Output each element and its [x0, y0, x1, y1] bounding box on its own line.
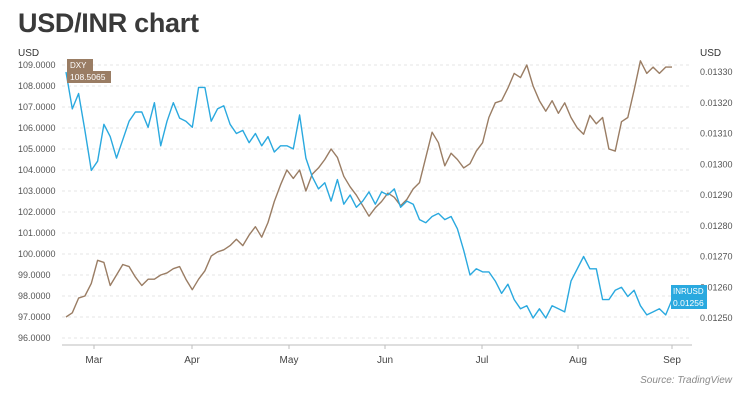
left-tick-label: 99.0000 [18, 270, 51, 280]
x-tick-label: Apr [184, 355, 200, 366]
inrusd-value-tag [671, 297, 707, 309]
x-tick-label: Jul [476, 355, 489, 366]
series-line-inrusd [65, 71, 673, 319]
left-tick-label: 96.0000 [18, 333, 51, 343]
right-tick-label: 0.01280 [700, 221, 733, 231]
x-tick-label: May [280, 355, 299, 366]
right-tick-label: 0.01250 [700, 313, 733, 323]
inrusd-name-tag [671, 285, 707, 297]
x-tick-label: Aug [569, 355, 587, 366]
left-tick-label: 98.0000 [18, 291, 51, 301]
right-tick-label: 0.01290 [700, 190, 733, 200]
x-tick-label: Mar [85, 355, 103, 366]
x-tick-label: Jun [377, 355, 393, 366]
left-tick-label: 104.0000 [18, 165, 56, 175]
chart-title: USD/INR chart [18, 8, 199, 38]
left-tick-label: 106.0000 [18, 123, 56, 133]
right-axis-label: USD [700, 48, 721, 59]
left-tick-label: 101.0000 [18, 228, 56, 238]
right-tick-label: 0.01310 [700, 129, 733, 139]
series-line-dxy [65, 60, 672, 318]
dxy-name-text: DXY [70, 61, 87, 70]
left-axis-label: USD [18, 48, 39, 59]
right-tick-label: 0.01260 [700, 282, 733, 292]
dxy-name-tag [67, 59, 93, 71]
left-tick-label: 100.0000 [18, 249, 56, 259]
left-tick-label: 97.0000 [18, 312, 51, 322]
dxy-value-text: 108.5065 [70, 72, 106, 82]
left-tick-label: 103.0000 [18, 186, 56, 196]
right-tick-label: 0.01270 [700, 252, 733, 262]
inrusd-name-text: INRUSD [673, 287, 704, 296]
left-tick-label: 105.0000 [18, 144, 56, 154]
right-tick-label: 0.01330 [700, 67, 733, 77]
left-tick-label: 108.0000 [18, 81, 56, 91]
right-tick-label: 0.01300 [700, 159, 733, 169]
x-tick-label: Sep [663, 355, 681, 366]
right-tick-label: 0.01320 [700, 98, 733, 108]
source-credit: Source: TradingView [640, 375, 732, 386]
inrusd-value-text: 0.01256 [673, 298, 704, 308]
left-tick-label: 109.0000 [18, 60, 56, 70]
left-tick-label: 107.0000 [18, 102, 56, 112]
dxy-value-tag [67, 71, 111, 83]
left-tick-label: 102.0000 [18, 207, 56, 217]
